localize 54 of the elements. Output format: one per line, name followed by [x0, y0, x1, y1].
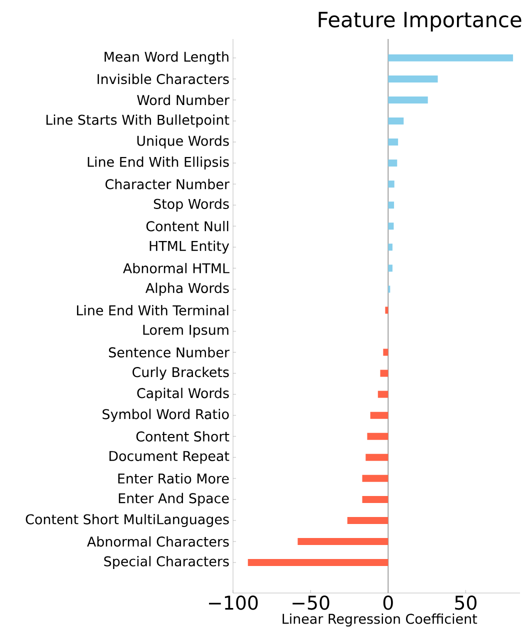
- bar: [388, 117, 404, 124]
- bar: [388, 180, 394, 188]
- bar: [388, 264, 392, 272]
- bar: [378, 390, 388, 398]
- bar: [298, 538, 388, 545]
- bar: [367, 432, 388, 440]
- bar: [388, 202, 394, 209]
- x-tick-label: 0: [383, 596, 393, 610]
- y-tick-label: Line End With Ellipsis: [88, 156, 229, 170]
- bar: [370, 412, 388, 419]
- y-tick-label: Alpha Words: [145, 282, 229, 296]
- y-tick-label: Word Number: [137, 94, 230, 106]
- bar: [362, 496, 388, 503]
- bar: [388, 138, 398, 146]
- y-tick-label: HTML Entity: [150, 240, 230, 254]
- y-tick-label: Invisible Characters: [98, 74, 229, 84]
- y-tick-label: Content Short MultiLanguages: [26, 514, 229, 527]
- bar: [362, 474, 388, 482]
- y-tick-label: Abnormal HTML: [123, 262, 230, 274]
- bar: [366, 454, 388, 461]
- y-tick-label: Line End With Terminal: [77, 305, 228, 316]
- y-tick-label: Lorem Ipsum: [143, 324, 228, 338]
- bar: [388, 96, 428, 104]
- y-tick-label: Mean Word Length: [104, 51, 228, 64]
- bar: [388, 75, 438, 82]
- y-tick-label: Document Repeat: [110, 451, 230, 464]
- y-tick-label: Enter And Space: [118, 492, 229, 506]
- bar: [388, 160, 398, 167]
- y-tick-label: Curly Brackets: [132, 366, 229, 380]
- y-tick-label: Content Short: [136, 431, 230, 442]
- bar: [380, 370, 388, 377]
- bar: [385, 306, 388, 314]
- bar: [347, 516, 388, 524]
- y-tick-label: Content Null: [146, 220, 228, 232]
- bar: [248, 559, 388, 566]
- y-tick-label: Symbol Word Ratio: [102, 408, 229, 422]
- y-tick-label: Character Number: [106, 178, 230, 190]
- x-axis-title: Linear Regression Coefficient: [282, 614, 478, 627]
- bar: [388, 54, 514, 62]
- x-tick-label: −50: [292, 596, 330, 610]
- bar: [388, 222, 394, 230]
- y-tick-label: Line Starts With Bulletpoint: [46, 114, 230, 128]
- bar: [388, 244, 392, 251]
- y-tick-label: Special Characters: [104, 556, 229, 570]
- y-tick-label: Capital Words: [137, 388, 229, 401]
- x-tick-label: −100: [209, 596, 258, 610]
- y-tick-label: Sentence Number: [108, 347, 230, 358]
- y-tick-label: Unique Words: [137, 136, 229, 149]
- x-tick-label: 50: [455, 596, 476, 610]
- bar: [383, 348, 388, 356]
- y-tick-label: Enter Ratio More: [118, 473, 229, 484]
- y-tick-label: Stop Words: [154, 198, 229, 212]
- chart-title: Feature Importance: [318, 12, 522, 32]
- y-tick-label: Abnormal Characters: [87, 536, 229, 547]
